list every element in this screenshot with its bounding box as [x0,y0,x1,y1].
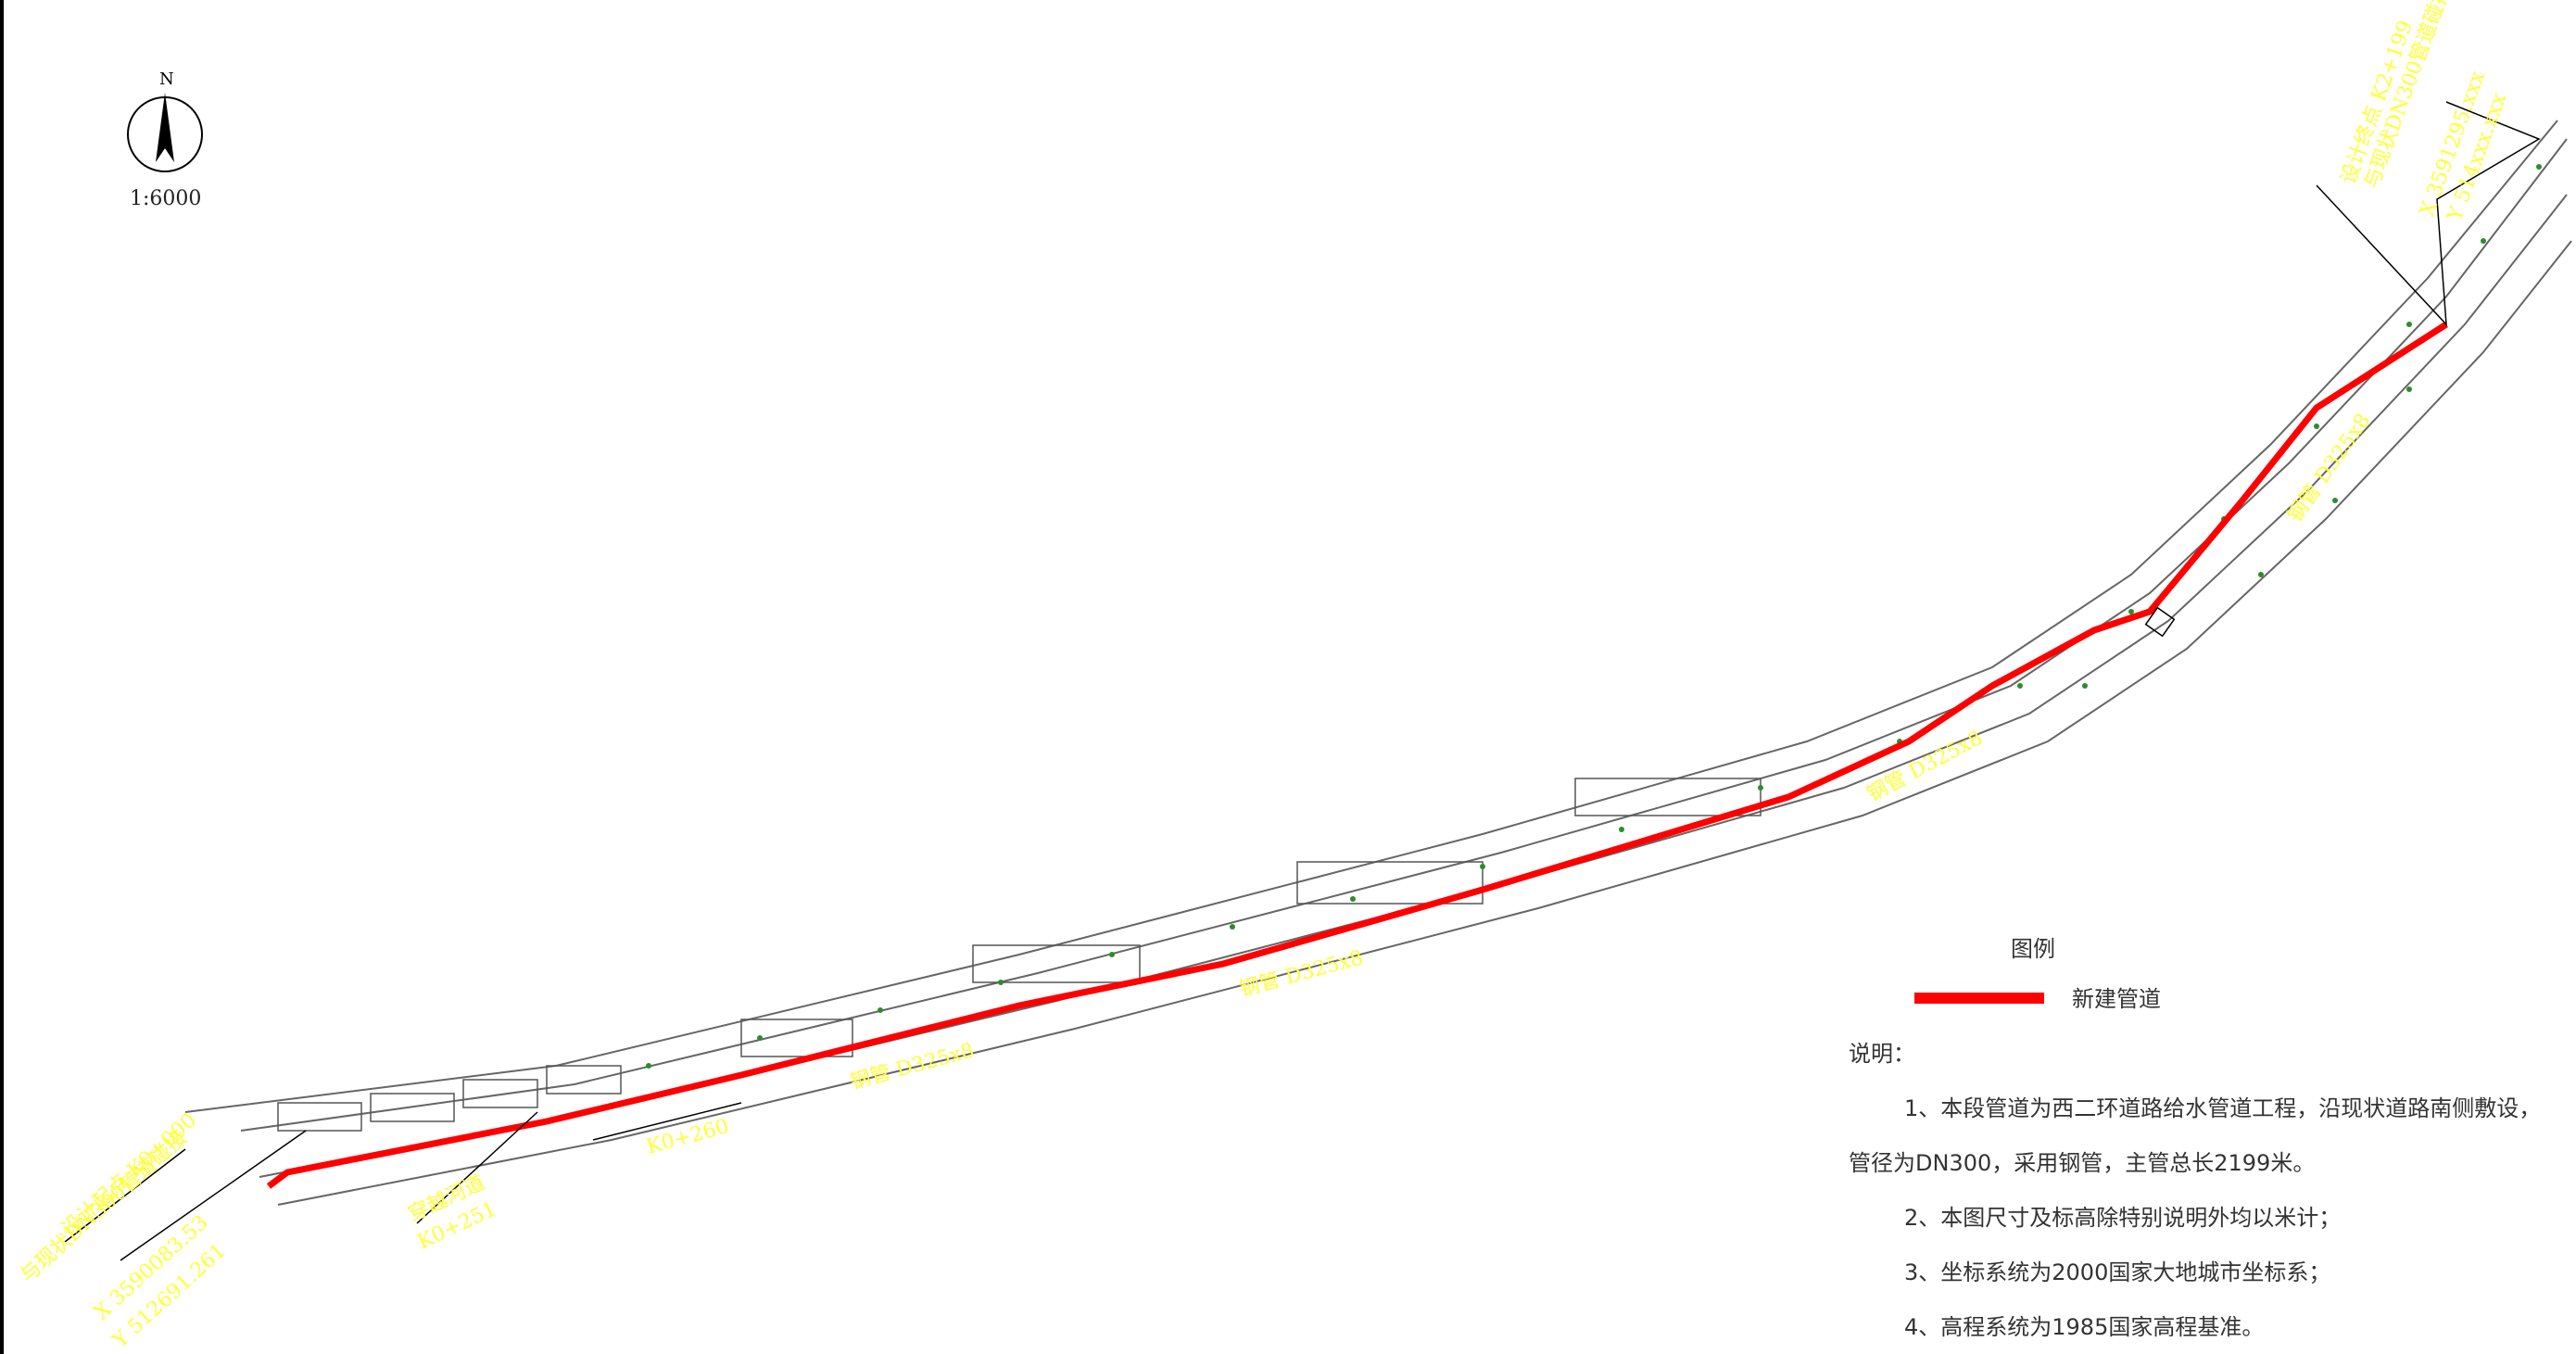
note-2: 2、本图尺寸及标高除特别说明外均以米计； [1904,1205,2342,1231]
pipe-label: 钢管 D325x8 [848,1039,977,1095]
road-outline [184,120,2572,1206]
north-label: N [159,70,174,89]
pipe-label: 钢管 D325x8 [1863,727,1987,806]
notes-block: 说明： 1、本段管道为西二环道路给水管道工程，沿现状道路南侧敷设， 管径为DN3… [1849,1027,2541,1354]
legend-title: 图例 [2011,936,2055,962]
end-annotation: 设计终点 K2+199 与现状DN300管道碰接 X 3591295.xxx Y… [2337,0,2511,225]
frame-border [0,0,4,1354]
buildings [277,778,1762,1132]
note-1b: 管径为DN300，采用钢管，主管总长2199米。 [1849,1150,2316,1176]
notes-heading: 说明： [1849,1041,1915,1067]
legend-swatch [1914,993,2044,1004]
start-annotation: 设计起点 K0+000 与现状DN300管道碰接 X 3590083.53 Y … [16,1109,231,1354]
north-arrow-icon [127,93,203,172]
vegetation [646,164,2542,1069]
legend-item-label: 新建管道 [2072,986,2161,1012]
leader-lines [64,101,2541,1261]
scale-label: 1:6000 [130,187,202,210]
new-pipeline [266,322,2448,1189]
note-3: 3、坐标系统为2000国家大地城市坐标系； [1904,1259,2331,1285]
note-4: 4、高程系统为1985国家高程基准。 [1904,1314,2265,1340]
note-1a: 1、本段管道为西二环道路给水管道工程，沿现状道路南侧敷设， [1904,1095,2542,1121]
